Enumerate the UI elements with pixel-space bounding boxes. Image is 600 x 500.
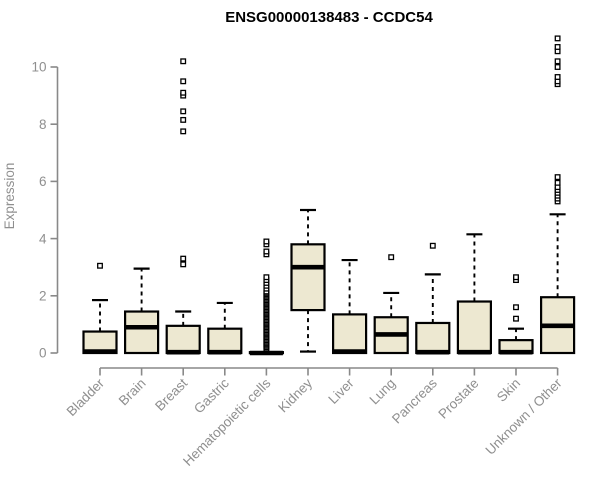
- x-tick-label: Brain: [116, 376, 149, 409]
- box-lung: [373, 254, 409, 355]
- box-brain: [123, 267, 160, 355]
- box-prostate: [456, 233, 492, 355]
- outlier-point: [554, 58, 561, 65]
- chart-title: ENSG00000138483 - CCDC54: [225, 9, 433, 26]
- outlier-point: [513, 315, 519, 322]
- outlier-point: [97, 262, 103, 269]
- outlier-point: [180, 78, 187, 85]
- iqr-box: [332, 313, 368, 355]
- outlier-point: [513, 304, 519, 311]
- x-tick-label: Pancreas: [389, 375, 440, 426]
- x-tick-label: Lung: [366, 376, 398, 408]
- outlier-point: [180, 255, 187, 262]
- box-hematopoietic-cells: [248, 238, 284, 356]
- y-tick-label: 6: [39, 174, 47, 189]
- box-bladder: [82, 262, 118, 355]
- box-kidney: [290, 208, 326, 353]
- y-axis-label: Expression: [2, 163, 17, 230]
- outlier-point: [554, 64, 561, 70]
- outlier-point: [180, 58, 187, 65]
- iqr-box: [165, 324, 201, 355]
- outlier-point: [554, 44, 561, 50]
- x-tick-label: Unknown / Other: [482, 375, 565, 458]
- x-tick-label: Prostate: [435, 376, 481, 422]
- outlier-point: [180, 89, 187, 96]
- box-unknown-other: [539, 35, 576, 355]
- outlier-point: [180, 116, 187, 123]
- outlier-point: [180, 128, 187, 135]
- box-series: [82, 35, 576, 356]
- outlier-point: [388, 254, 395, 261]
- outlier-point: [180, 261, 187, 268]
- x-tick-label: Breast: [152, 375, 190, 413]
- outlier-point: [554, 74, 561, 80]
- box-liver: [332, 258, 368, 355]
- box-breast: [165, 58, 201, 355]
- outlier-point: [429, 242, 436, 249]
- x-tick-label: Skin: [494, 376, 523, 405]
- iqr-box: [456, 300, 492, 355]
- x-tick-label: Liver: [325, 375, 357, 407]
- box-pancreas: [415, 242, 451, 355]
- x-tick-label: Gastric: [191, 375, 232, 416]
- y-tick-label: 0: [39, 346, 47, 361]
- y-tick-label: 4: [39, 231, 47, 246]
- outlier-point: [263, 238, 270, 245]
- iqr-box: [123, 310, 160, 355]
- outlier-point: [554, 35, 561, 42]
- box-skin: [498, 274, 534, 355]
- y-tick-label: 2: [39, 289, 47, 304]
- outlier-point: [554, 174, 561, 181]
- iqr-box: [290, 243, 326, 312]
- outlier-point: [554, 179, 561, 186]
- x-tick-label: Bladder: [64, 375, 108, 419]
- outlier-point: [513, 274, 519, 281]
- y-tick-label: 10: [31, 60, 46, 75]
- iqr-box: [415, 321, 451, 355]
- box-gastric: [207, 301, 243, 355]
- x-tick-label: Kidney: [275, 375, 315, 415]
- iqr-box: [207, 327, 243, 355]
- outlier-point: [263, 248, 270, 255]
- outlier-point: [263, 274, 270, 281]
- y-tick-label: 8: [39, 117, 47, 132]
- outlier-point: [180, 108, 187, 115]
